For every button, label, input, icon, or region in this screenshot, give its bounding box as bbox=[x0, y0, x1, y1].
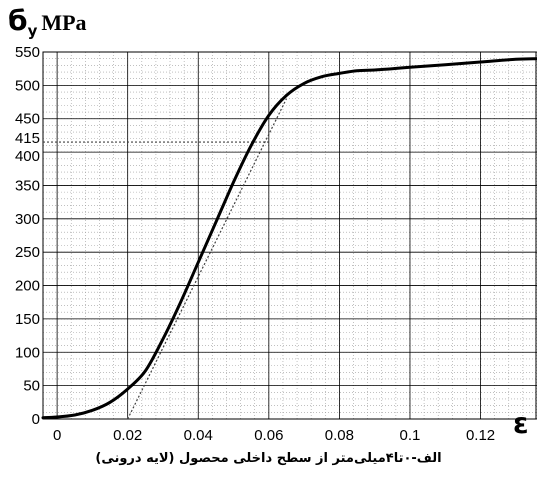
plot-frame bbox=[42, 51, 537, 420]
y-tick-label: 200 bbox=[15, 278, 40, 295]
x-tick-label: 0 bbox=[53, 427, 61, 444]
y-axis-unit: MPa bbox=[41, 10, 87, 35]
curve-layer bbox=[41, 57, 537, 420]
x-tick-labels: 0 0.02 0.04 0.06 0.08 0.1 0.12 bbox=[53, 427, 495, 444]
y-tick-label: 400 bbox=[15, 148, 40, 165]
x-tick-label: 0.04 bbox=[184, 427, 213, 444]
y-tick-label: 450 bbox=[15, 111, 40, 128]
x-tick-label: 0.02 bbox=[113, 427, 142, 444]
y-tick-label: 150 bbox=[15, 311, 40, 328]
y-tick-label: 300 bbox=[15, 211, 40, 228]
elastic-tangent-line bbox=[127, 98, 288, 420]
minor-grid bbox=[42, 51, 537, 420]
major-grid bbox=[42, 51, 537, 420]
y-tick-label: 50 bbox=[23, 378, 40, 395]
y-tick-label: 100 bbox=[15, 344, 40, 361]
x-tick-label: 0.1 bbox=[400, 427, 421, 444]
reference-lines bbox=[43, 98, 288, 420]
y-axis-label: бy MPa bbox=[8, 4, 87, 40]
y-axis-subscript: y bbox=[27, 22, 38, 40]
x-axis-label: ε bbox=[513, 407, 529, 440]
x-tick-label: 0.08 bbox=[325, 427, 354, 444]
stress-strain-curve bbox=[41, 57, 537, 420]
y-tick-label: 350 bbox=[15, 177, 40, 194]
y-tick-label: 550 bbox=[15, 44, 40, 61]
y-axis-symbol: б bbox=[8, 4, 28, 37]
y-tick-label: 0 bbox=[32, 411, 40, 428]
y-tick-label: 415 bbox=[15, 130, 40, 147]
y-tick-label: 250 bbox=[15, 244, 40, 261]
x-tick-label: 0.12 bbox=[466, 427, 495, 444]
chart-caption: الف-۰تا۴میلی‌متر از سطح داخلی محصول (لای… bbox=[95, 451, 442, 466]
x-tick-label: 0.06 bbox=[254, 427, 283, 444]
y-tick-label: 500 bbox=[15, 77, 40, 94]
